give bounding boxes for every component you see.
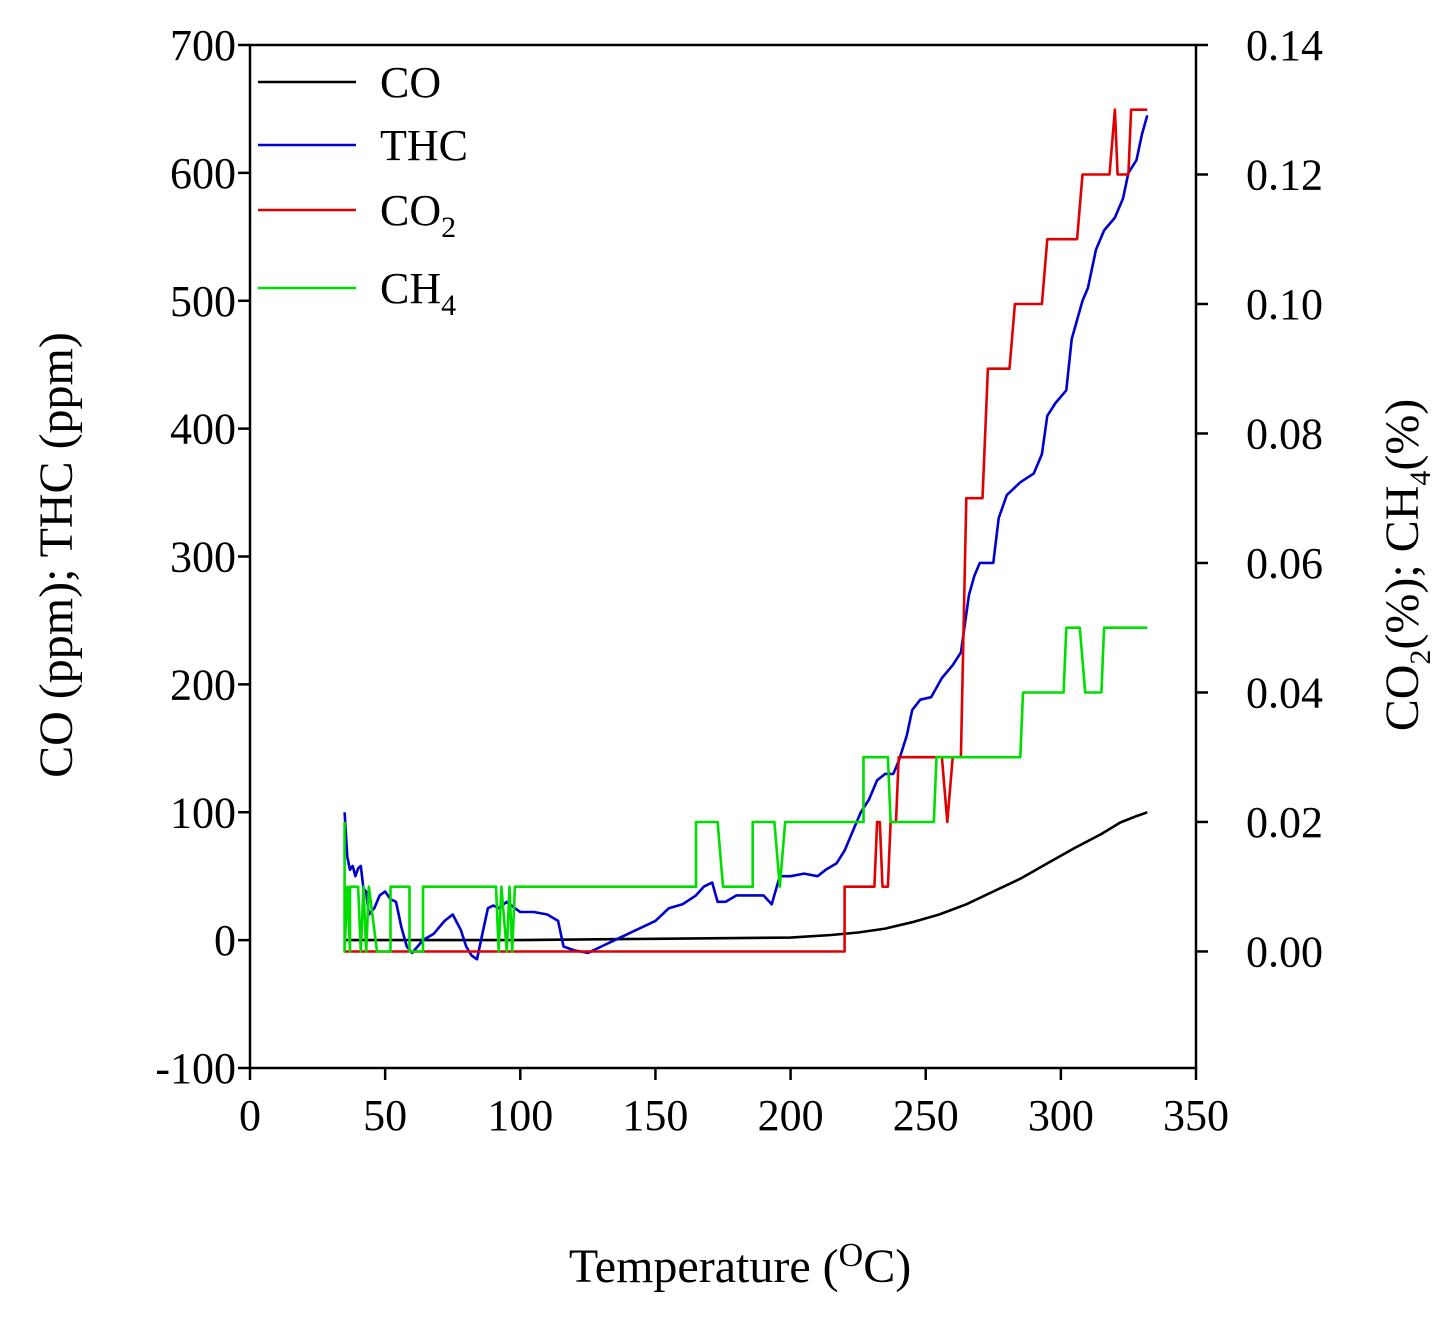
series-line-ch4 [343,626,1148,953]
y-left-tick-label: 400 [170,405,236,454]
y-right-tick-label: 0.12 [1246,150,1323,199]
y-right-tick-label: 0.06 [1246,539,1323,588]
y-axis-left-title: CO (ppm); THC (ppm) [30,332,83,778]
y-right-tick-label: 0.14 [1246,21,1323,70]
y-left-tick-label: 200 [170,660,236,709]
series-line-co [344,811,1148,942]
y-right-tick-label: 0.02 [1246,798,1323,847]
x-tick-label: 150 [622,1091,688,1140]
y-axis-right-title: CO2(%); CH4(%) [1376,399,1437,732]
y-left-tick-label: -100 [155,1044,236,1093]
y-right-tick-label: 0.00 [1246,927,1323,976]
y-left-tick-label: 500 [170,277,236,326]
x-tick-label: 50 [363,1091,407,1140]
series-line-thc [343,114,1149,961]
x-tick-label: 100 [487,1091,553,1140]
y-left-tick-label: 700 [170,21,236,70]
legend-label-thc: THC [380,121,468,170]
x-tick-label: 200 [758,1091,824,1140]
y-left-tick-label: 0 [214,916,236,965]
y-left-tick-label: 300 [170,533,236,582]
y-right-tick-label: 0.10 [1246,280,1323,329]
legend-label-co2: CO2 [380,186,456,244]
x-axis: 0 50 100 150 200 250 300 350 [239,1068,1229,1140]
series-line-co2 [344,108,1148,953]
y-axis-right: 0.00 0.02 0.04 0.06 0.08 0.10 0.12 0.14 [1196,21,1323,976]
y-right-tick-label: 0.04 [1246,668,1323,717]
y-right-tick-label: 0.08 [1246,409,1323,458]
y-axis-left: -100 0 100 200 300 400 500 600 700 [155,21,250,1093]
legend-label-co: CO [380,58,441,107]
x-tick-label: 350 [1163,1091,1229,1140]
y-left-tick-label: 600 [170,149,236,198]
x-tick-label: 250 [893,1091,959,1140]
x-tick-label: 0 [239,1091,261,1140]
legend: CO THC CO2 CH4 [258,58,468,322]
series-lines [343,108,1149,961]
legend-label-ch4: CH4 [380,264,456,322]
y-left-tick-label: 100 [170,788,236,837]
x-axis-title: Temperature (OC) [569,1237,911,1293]
x-tick-label: 300 [1028,1091,1094,1140]
